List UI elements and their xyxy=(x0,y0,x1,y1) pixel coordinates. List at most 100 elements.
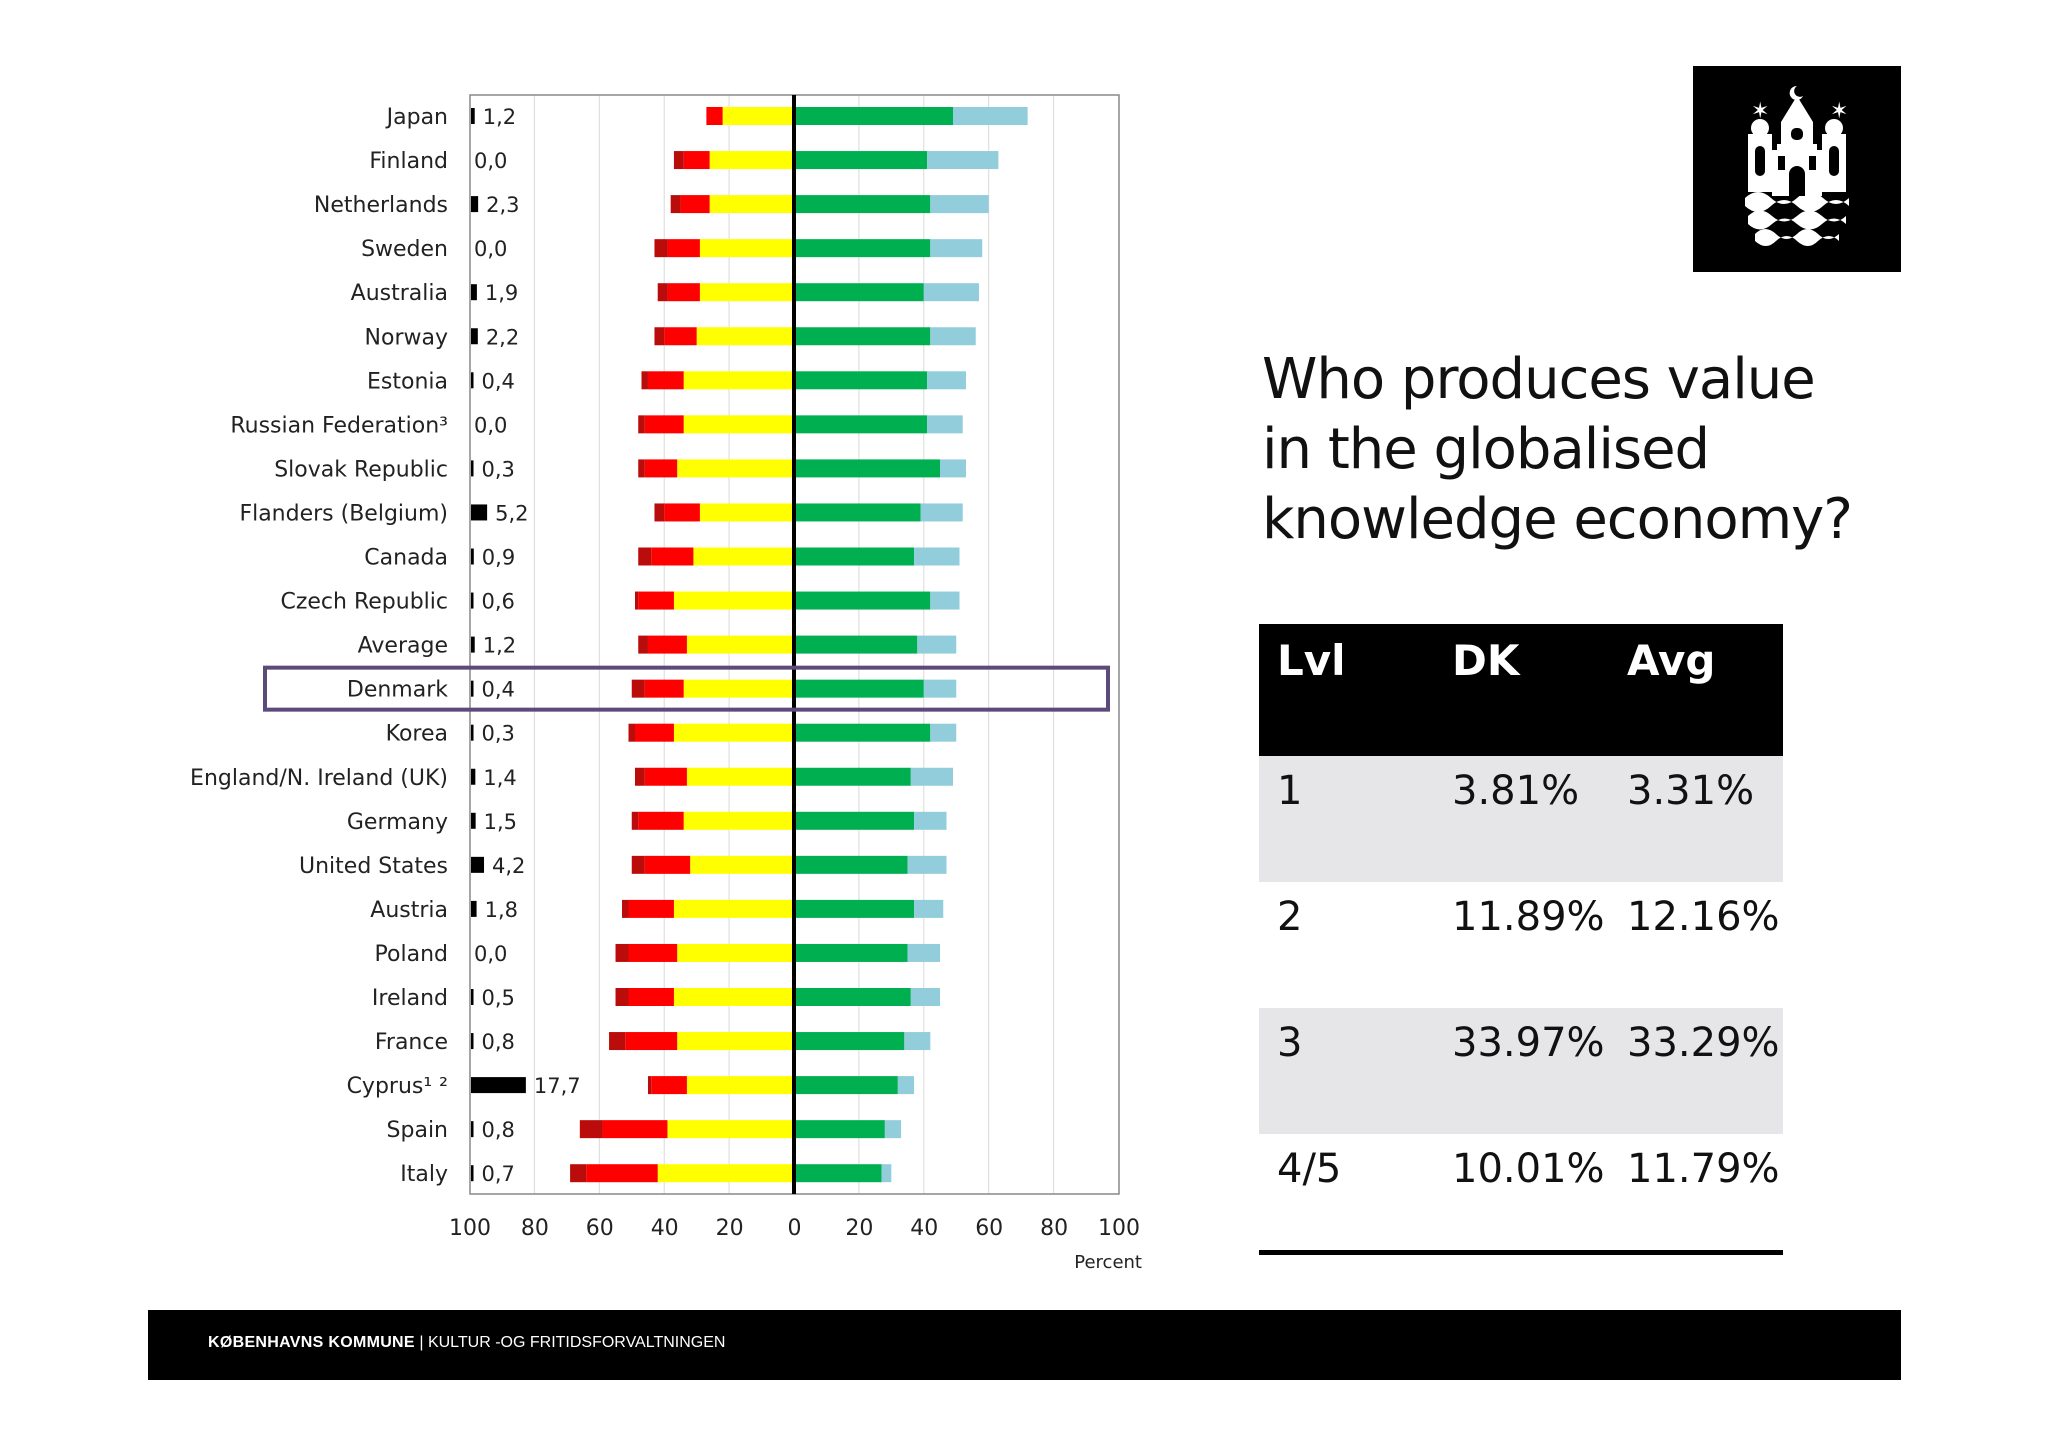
bar-level45 xyxy=(907,855,947,874)
bar-level3 xyxy=(794,988,911,1006)
bar-level1 xyxy=(647,371,684,390)
bar-level3 xyxy=(794,327,931,346)
cell-dk: 3.81% xyxy=(1434,756,1609,882)
bar-level45 xyxy=(910,767,954,786)
table-bottom-rule xyxy=(1259,1250,1783,1255)
bar-level45 xyxy=(930,195,989,214)
bar-level1 xyxy=(644,679,684,698)
missing-value-label: 1,5 xyxy=(484,810,517,834)
bar-below1 xyxy=(631,811,639,830)
logo-panel: ✶ ✶ xyxy=(1693,66,1901,272)
bar-level45 xyxy=(930,327,976,346)
footer-bar: KØBENHAVNS KOMMUNE | KULTUR -OG FRITIDSF… xyxy=(148,1310,1901,1380)
missing-value-label: 0,8 xyxy=(482,1030,515,1054)
bar-level2 xyxy=(673,988,794,1006)
bar-below1 xyxy=(641,371,648,390)
bar-level2 xyxy=(686,1076,794,1095)
bar-level45 xyxy=(881,1164,892,1183)
bar-level1 xyxy=(651,1076,687,1095)
table-header-row: Lvl DK Avg xyxy=(1259,624,1783,756)
bar-level3 xyxy=(794,1032,905,1051)
country-label: England/N. Ireland (UK) xyxy=(190,766,448,791)
missing-value-label: 1,9 xyxy=(485,281,518,305)
bar-below1 xyxy=(670,195,681,214)
bar-level45 xyxy=(953,107,1028,125)
bar-level1 xyxy=(667,283,700,302)
bar-below1 xyxy=(654,327,665,346)
country-label: Estonia xyxy=(367,369,448,394)
missing-value-label: 0,0 xyxy=(474,413,507,437)
bar-level45 xyxy=(923,679,957,698)
bar-level2 xyxy=(677,459,794,478)
bar-level1 xyxy=(644,855,691,874)
bar-below1 xyxy=(638,547,652,566)
bar-level3 xyxy=(794,195,931,214)
bar-level1 xyxy=(651,547,694,566)
country-label: Finland xyxy=(369,149,448,174)
x-tick-label: 80 xyxy=(1040,1216,1068,1241)
bar-level1 xyxy=(644,415,684,434)
bar-level1 xyxy=(644,459,678,478)
missing-bar xyxy=(471,196,479,213)
bar-level45 xyxy=(907,943,941,962)
bar-level3 xyxy=(794,679,924,698)
cell-dk: 10.01% xyxy=(1452,1146,1605,1192)
bar-level45 xyxy=(914,811,947,830)
bar-level2 xyxy=(690,855,794,874)
bar-below1 xyxy=(654,239,668,258)
bar-level45 xyxy=(897,1076,915,1095)
country-label: Netherlands xyxy=(314,193,448,218)
bar-level2 xyxy=(667,1120,794,1139)
missing-bar xyxy=(471,1121,474,1138)
headline-line-1: Who produces value xyxy=(1262,347,1816,412)
country-label: Cyprus¹ ² xyxy=(347,1074,448,1099)
bar-level3 xyxy=(794,767,911,786)
bar-level1 xyxy=(638,591,674,610)
missing-bar xyxy=(471,636,475,653)
cell-level: 1 xyxy=(1259,756,1434,882)
bar-level1 xyxy=(667,239,700,258)
country-label: Russian Federation³ xyxy=(230,413,448,438)
bar-level2 xyxy=(699,503,794,522)
missing-bar xyxy=(471,900,477,917)
bar-below1 xyxy=(657,283,668,302)
bar-below1 xyxy=(634,591,639,610)
bar-level2 xyxy=(683,811,794,830)
missing-bar xyxy=(471,768,476,785)
bar-level1 xyxy=(664,327,697,346)
missing-value-label: 0,8 xyxy=(482,1118,515,1142)
country-label: Denmark xyxy=(347,678,448,703)
table-row: 1 3.81% 3.31% xyxy=(1259,756,1783,882)
bar-level3 xyxy=(794,1164,882,1183)
bar-level2 xyxy=(696,327,794,346)
x-tick-label: 20 xyxy=(716,1216,744,1241)
bar-level3 xyxy=(794,371,928,390)
missing-bar xyxy=(471,989,474,1005)
missing-value-label: 0,6 xyxy=(482,590,515,614)
bar-level3 xyxy=(794,107,954,125)
bar-level2 xyxy=(709,151,794,170)
bar-below1 xyxy=(628,723,635,742)
bar-level1 xyxy=(638,811,684,830)
bar-level1 xyxy=(628,943,678,962)
missing-value-label: 0,0 xyxy=(474,149,507,173)
x-tick-label: 40 xyxy=(651,1216,679,1241)
country-label: Korea xyxy=(386,722,448,747)
missing-value-label: 0,0 xyxy=(474,237,507,261)
bar-level2 xyxy=(722,107,794,125)
bar-level1 xyxy=(680,195,710,214)
bar-below1 xyxy=(570,1164,587,1183)
x-tick-label: 100 xyxy=(449,1216,491,1241)
country-label: Germany xyxy=(347,810,448,835)
missing-bar xyxy=(471,372,474,389)
bar-level45 xyxy=(923,283,979,302)
country-label: Sweden xyxy=(361,237,448,262)
missing-bar xyxy=(471,1033,474,1050)
country-label: France xyxy=(375,1030,448,1055)
bar-below1 xyxy=(615,943,629,962)
country-label: Czech Republic xyxy=(280,590,448,615)
literacy-proficiency-chart: 1,2 Japan 0,0 Finland 2,3 Netherlands 0,0 Swede… xyxy=(190,94,1142,1273)
bar-level1 xyxy=(625,1032,678,1051)
country-label: Spain xyxy=(387,1118,448,1143)
cell-avg: 33.29% xyxy=(1609,1008,1783,1134)
